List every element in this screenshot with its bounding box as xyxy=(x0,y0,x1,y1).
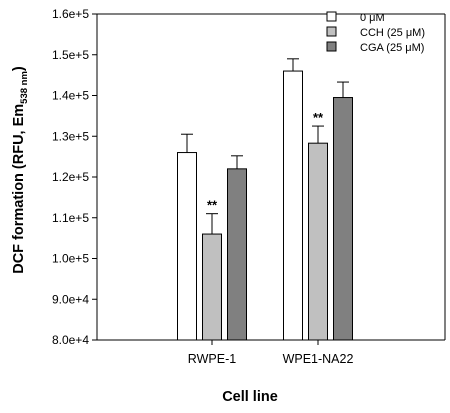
y-tick-label: 8.0e+4 xyxy=(52,333,89,347)
y-axis-title: DCF formation (RFU, Em538 nm) xyxy=(11,66,30,274)
x-tick-label: WPE1-NA22 xyxy=(283,352,354,366)
bar xyxy=(283,70,303,341)
plot-area: 8.0e+4 9.0e+4 1.0e+5 1.1e+5 1.2e+5 1.3e+5 1.4e… xyxy=(52,7,446,366)
y-tick-label: 9.0e+4 xyxy=(52,292,89,306)
bar xyxy=(308,142,328,341)
y-axis-title-close: ) xyxy=(11,66,27,71)
y-axis-title-main: DCF formation (RFU, Em xyxy=(11,104,27,274)
y-tick-label: 1.1e+5 xyxy=(52,211,89,225)
y-tick-label: 1.5e+5 xyxy=(52,48,89,62)
legend-label: CCH (25 μM) xyxy=(360,27,425,39)
bar xyxy=(177,152,197,341)
significance-label: ** xyxy=(207,198,218,213)
y-tick-label: 1.0e+5 xyxy=(52,252,89,266)
bar xyxy=(202,233,222,341)
legend: 0 μM CCH (25 μM) CGA (25 μM) xyxy=(326,11,425,54)
y-tick-label: 1.6e+5 xyxy=(52,7,89,21)
bar xyxy=(333,97,353,341)
legend-swatch xyxy=(326,26,337,37)
significance-label: ** xyxy=(313,110,324,125)
bar xyxy=(227,168,247,341)
x-axis-title: Cell line xyxy=(222,389,278,405)
legend-label: 0 μM xyxy=(360,12,385,24)
legend-swatch xyxy=(326,41,337,52)
y-tick-label: 1.4e+5 xyxy=(52,89,89,103)
y-tick-label: 1.3e+5 xyxy=(52,129,89,143)
y-axis-title-subscript: 538 nm xyxy=(19,71,30,104)
legend-label: CGA (25 μM) xyxy=(360,42,424,54)
x-tick-label: RWPE-1 xyxy=(188,352,236,366)
legend-swatch xyxy=(326,11,337,22)
y-tick-label: 1.2e+5 xyxy=(52,170,89,184)
